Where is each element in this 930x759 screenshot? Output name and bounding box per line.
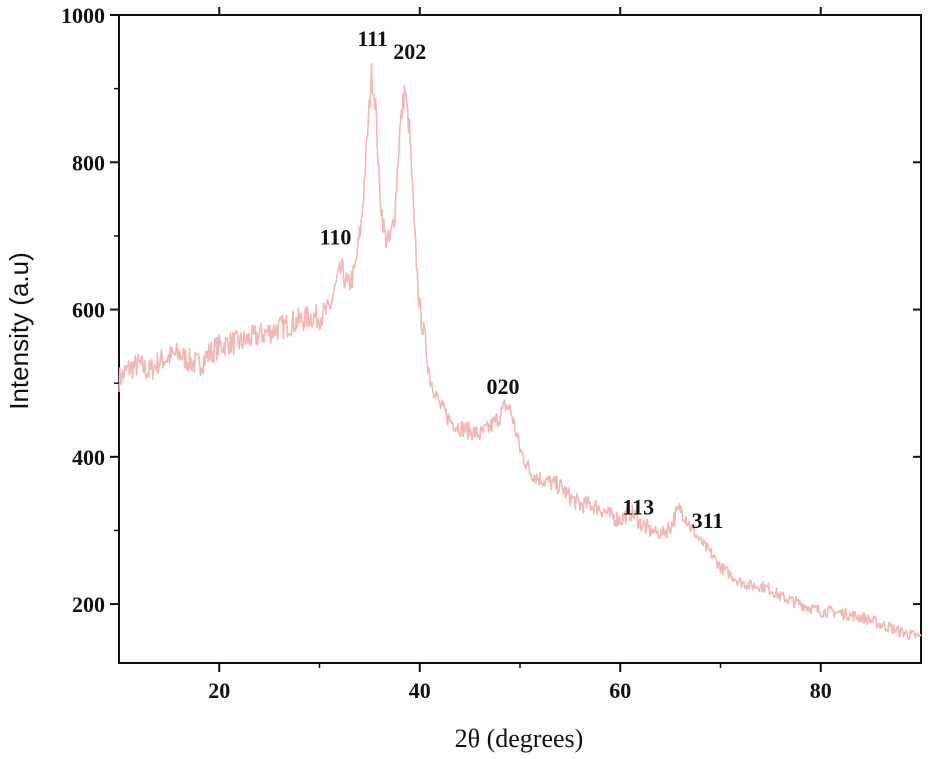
- x-tick-label: 20: [208, 678, 230, 703]
- x-tick-label: 60: [609, 678, 631, 703]
- x-tick-label: 40: [409, 678, 431, 703]
- peak-label-110: 110: [320, 225, 352, 250]
- y-axis-label: Intensity (a.u): [4, 252, 34, 410]
- peak-label-020: 020: [486, 374, 519, 399]
- x-tick-label: 80: [810, 678, 832, 703]
- y-tick-label: 800: [72, 150, 105, 175]
- x-axis-label: 2θ (degrees): [455, 724, 584, 753]
- y-tick-label: 200: [72, 592, 105, 617]
- y-tick-label: 1000: [61, 3, 105, 28]
- series-layer: [118, 62, 922, 641]
- peak-label-202: 202: [393, 39, 426, 64]
- y-tick-label: 600: [72, 298, 105, 323]
- xrd-series-line: [118, 62, 922, 641]
- peak-label-311: 311: [692, 508, 724, 533]
- y-tick-label: 400: [72, 445, 105, 470]
- peak-label-113: 113: [622, 494, 654, 519]
- peak-label-111: 111: [357, 26, 388, 51]
- ticks-layer: 20 40 60 80 200 400 600 800 1000: [61, 3, 921, 703]
